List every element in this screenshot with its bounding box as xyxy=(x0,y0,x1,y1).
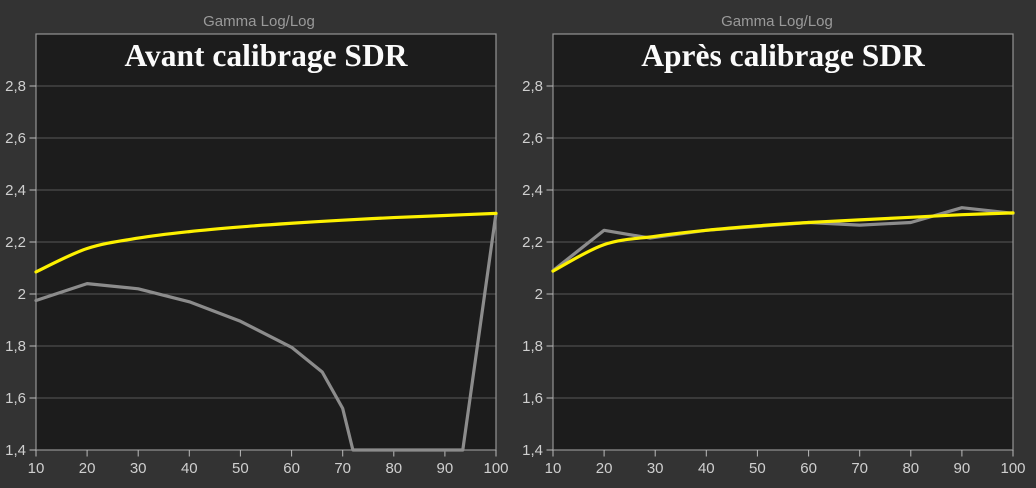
svg-text:2,2: 2,2 xyxy=(522,234,543,251)
svg-text:50: 50 xyxy=(232,460,249,477)
svg-text:10: 10 xyxy=(545,460,562,477)
svg-text:2,4: 2,4 xyxy=(522,182,543,199)
svg-text:Après calibrage SDR: Après calibrage SDR xyxy=(641,38,926,73)
svg-text:Avant calibrage SDR: Avant calibrage SDR xyxy=(125,38,409,73)
svg-text:50: 50 xyxy=(749,460,766,477)
svg-text:2: 2 xyxy=(18,286,26,303)
svg-text:60: 60 xyxy=(283,460,300,477)
svg-text:1,6: 1,6 xyxy=(5,390,26,407)
svg-text:2,8: 2,8 xyxy=(5,78,26,95)
svg-text:1,6: 1,6 xyxy=(522,390,543,407)
svg-text:60: 60 xyxy=(800,460,817,477)
svg-text:40: 40 xyxy=(698,460,715,477)
svg-text:1,8: 1,8 xyxy=(5,338,26,355)
svg-text:40: 40 xyxy=(181,460,198,477)
svg-text:90: 90 xyxy=(437,460,454,477)
svg-text:2,4: 2,4 xyxy=(5,182,26,199)
svg-text:2,6: 2,6 xyxy=(5,130,26,147)
svg-text:1,4: 1,4 xyxy=(5,442,26,459)
svg-text:70: 70 xyxy=(851,460,868,477)
svg-text:2,8: 2,8 xyxy=(522,78,543,95)
svg-text:20: 20 xyxy=(79,460,96,477)
svg-text:2: 2 xyxy=(535,286,543,303)
svg-text:30: 30 xyxy=(130,460,147,477)
svg-text:Gamma Log/Log: Gamma Log/Log xyxy=(721,13,833,30)
svg-text:10: 10 xyxy=(28,460,45,477)
svg-text:70: 70 xyxy=(334,460,351,477)
svg-text:30: 30 xyxy=(647,460,664,477)
svg-text:2,6: 2,6 xyxy=(522,130,543,147)
svg-text:100: 100 xyxy=(1000,460,1025,477)
svg-text:1,8: 1,8 xyxy=(522,338,543,355)
svg-text:Gamma Log/Log: Gamma Log/Log xyxy=(203,13,315,30)
svg-text:1,4: 1,4 xyxy=(522,442,543,459)
svg-text:80: 80 xyxy=(902,460,919,477)
svg-text:90: 90 xyxy=(954,460,971,477)
svg-text:2,2: 2,2 xyxy=(5,234,26,251)
svg-text:20: 20 xyxy=(596,460,613,477)
svg-text:100: 100 xyxy=(483,460,508,477)
svg-text:80: 80 xyxy=(385,460,402,477)
